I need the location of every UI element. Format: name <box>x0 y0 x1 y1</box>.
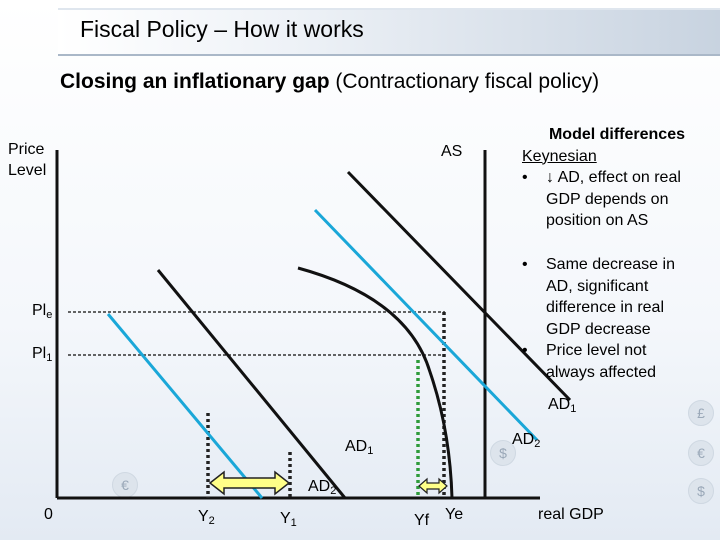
bullet-2: • <box>522 255 528 273</box>
notes-item-1-text: ↓ AD, effect on real GDP depends on posi… <box>546 169 681 230</box>
y-axis-label-line1: Price <box>8 141 45 158</box>
ad2-low-label: AD2 <box>308 478 336 497</box>
notes-item-3-text: Price level not always affected <box>546 342 656 381</box>
pl1-label-main: Pl <box>32 345 47 362</box>
as-label: AS <box>441 143 463 160</box>
y-axis-label: Price Level <box>8 139 46 181</box>
ad2-left-line <box>106 313 264 499</box>
notes-item-2: • Same decrease in AD, significant differ… <box>500 254 705 340</box>
ad1-left-line <box>156 269 347 499</box>
pound-coin-icon: £ <box>688 400 714 426</box>
notes-item-1: • ↓ AD, effect on real GDP depends on pos… <box>500 167 705 232</box>
y-axis-label-line2: Level <box>8 162 47 179</box>
ad2-right-line <box>313 208 539 442</box>
y2-label: Y2 <box>198 508 215 527</box>
dollar-coin-icon: $ <box>688 478 714 504</box>
y1-label: Y1 <box>280 510 297 529</box>
notes-keynesian: Keynesian <box>522 147 597 165</box>
ad1-mid-label-main: AD <box>345 438 368 455</box>
as-curve <box>297 266 454 499</box>
ad2-low-label-sub: 2 <box>330 485 337 497</box>
ad1-mid-label: AD1 <box>345 438 373 457</box>
subtitle-bold: Closing an inflationary gap <box>60 70 330 93</box>
model-differences-notes: Model differences Keynesian • ↓ AD, effec… <box>500 124 705 384</box>
ad1-right-label-main: AD <box>548 396 571 413</box>
x-axis-label: real GDP <box>538 506 604 523</box>
pl1-label: Pl1 <box>32 345 52 364</box>
y2-label-main: Y <box>198 508 209 525</box>
ad2-right-label-main: AD <box>512 431 535 448</box>
y1-label-main: Y <box>280 510 291 527</box>
bullet-3: • <box>522 342 528 360</box>
yf-label: Yf <box>414 512 430 529</box>
title-bar <box>58 8 720 56</box>
ple-label-sub: e <box>46 309 53 321</box>
pl1-label-sub: 1 <box>46 352 53 364</box>
ad2-low-label-main: AD <box>308 478 331 495</box>
ad2-right-label: AD2 <box>512 431 540 450</box>
euro-coin-icon: € <box>688 440 714 466</box>
notes-item-2-text: Same decrease in AD, significant differe… <box>546 255 675 338</box>
ple-label: Ple <box>32 302 52 321</box>
y1-label-sub: 1 <box>290 517 297 529</box>
notes-heading: Model differences <box>548 126 685 143</box>
ad1-mid-label-sub: 1 <box>367 445 374 457</box>
ad1-right-label: AD1 <box>548 396 576 415</box>
bullet-1: • <box>522 169 528 187</box>
yf-change-arrow <box>418 477 448 495</box>
gdp-change-arrow <box>208 470 291 496</box>
dollar-coin-icon: $ <box>490 440 516 466</box>
ad2-right-label-sub: 2 <box>534 438 541 450</box>
origin-label: 0 <box>44 506 53 523</box>
slide-subtitle: Closing an inflationary gap (Contraction… <box>60 70 599 94</box>
ad1-right-label-sub: 1 <box>570 403 577 415</box>
subtitle-rest: (Contractionary fiscal policy) <box>329 70 600 93</box>
y2-label-sub: 2 <box>208 515 215 527</box>
ple-label-main: Pl <box>32 302 47 319</box>
notes-item-3: • Price level not always affected <box>500 340 705 383</box>
ad1-right-line <box>346 170 572 402</box>
slide-title: Fiscal Policy – How it works <box>80 16 364 42</box>
ye-label: Ye <box>445 506 464 523</box>
